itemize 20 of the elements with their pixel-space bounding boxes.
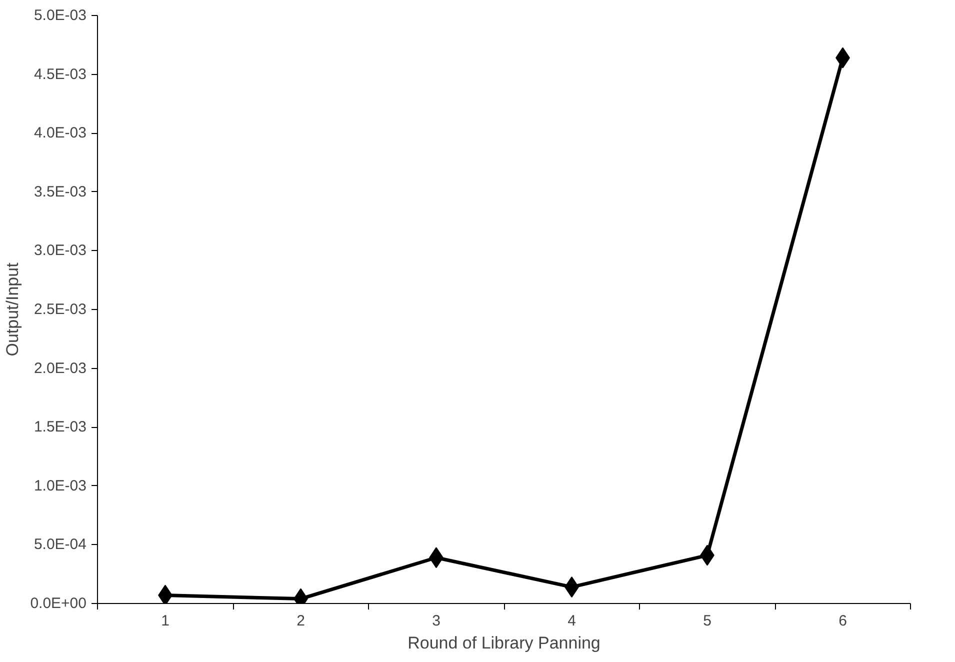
y-tick-label: 5.0E-03 — [34, 7, 87, 24]
y-tick-label: 3.5E-03 — [34, 183, 87, 200]
x-tick-label: 1 — [161, 612, 170, 630]
x-axis-title: Round of Library Panning — [408, 634, 600, 652]
x-tick-label: 6 — [838, 612, 847, 630]
y-tick-label: 2.5E-03 — [34, 301, 87, 318]
x-tick-label: 2 — [296, 612, 305, 630]
y-axis-title: Output/Input — [3, 262, 22, 356]
y-tick-label: 4.0E-03 — [34, 124, 87, 142]
x-tick-label: 3 — [432, 612, 440, 630]
y-tick-label: 0.0E+00 — [30, 595, 87, 612]
y-tick-label: 4.5E-03 — [34, 66, 87, 83]
y-tick-label: 5.0E-04 — [34, 536, 87, 554]
point — [158, 584, 172, 604]
x-tick-label: 4 — [568, 612, 576, 630]
y-tick-label: 2.0E-03 — [34, 360, 87, 377]
y-tick-label: 3.0E-03 — [34, 242, 87, 260]
x-tick-label: 5 — [703, 612, 712, 630]
y-tick-label: 1.0E-03 — [34, 477, 87, 494]
y-tick-label: 1.5E-03 — [34, 418, 87, 436]
